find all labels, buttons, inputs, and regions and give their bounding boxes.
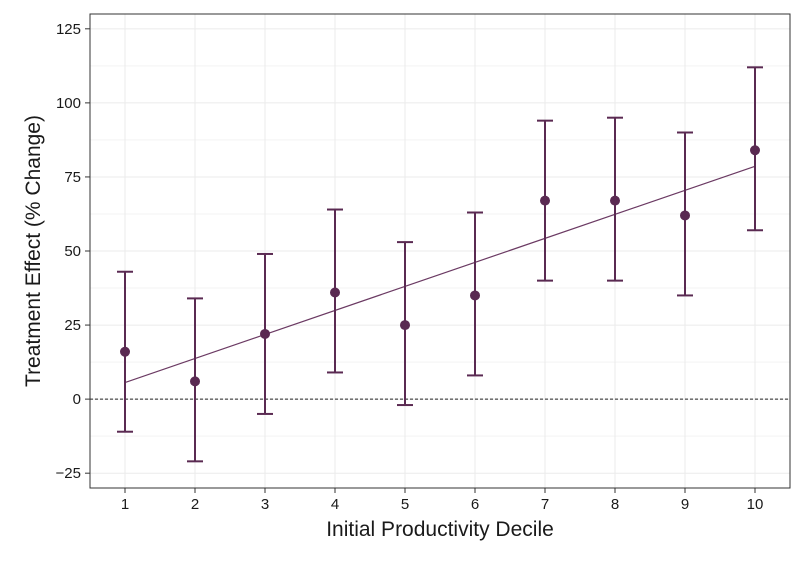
x-tick-label: 1 xyxy=(121,496,129,513)
data-point xyxy=(750,145,760,156)
x-tick-label: 2 xyxy=(191,496,199,513)
data-point xyxy=(190,376,200,387)
x-tick-label: 6 xyxy=(471,496,479,513)
x-tick-label: 3 xyxy=(261,496,269,513)
data-point xyxy=(680,210,690,221)
x-tick-label: 5 xyxy=(401,496,409,513)
data-point xyxy=(470,290,480,301)
x-axis-ticks: 1 2 3 4 5 6 7 8 9 10 xyxy=(121,488,764,513)
data-point xyxy=(540,195,550,206)
x-tick-label: 9 xyxy=(681,496,689,513)
y-tick-label: 75 xyxy=(64,169,81,186)
data-point xyxy=(610,195,620,206)
data-point xyxy=(260,328,270,339)
x-tick-label: 8 xyxy=(611,496,619,513)
x-tick-label: 7 xyxy=(541,496,549,513)
error-bars xyxy=(117,66,763,463)
y-tick-label: 25 xyxy=(64,317,81,334)
fit-line-layer xyxy=(124,165,756,384)
y-tick-label: 0 xyxy=(73,391,81,408)
data-point xyxy=(400,320,410,331)
y-tick-label: −25 xyxy=(56,465,81,482)
y-tick-label: 50 xyxy=(64,243,81,260)
x-tick-label: 4 xyxy=(331,496,339,513)
x-tick-label: 10 xyxy=(747,496,764,513)
points xyxy=(120,145,760,387)
y-axis-ticks: −25 0 25 50 75 100 125 xyxy=(56,21,90,482)
data-point xyxy=(330,287,340,298)
data-point xyxy=(120,346,130,357)
y-tick-label: 100 xyxy=(56,95,81,112)
y-tick-label: 125 xyxy=(56,21,81,38)
fit-line xyxy=(124,165,756,384)
y-axis-title: Treatment Effect (% Change) xyxy=(22,115,45,387)
x-axis-title: Initial Productivity Decile xyxy=(326,518,554,541)
